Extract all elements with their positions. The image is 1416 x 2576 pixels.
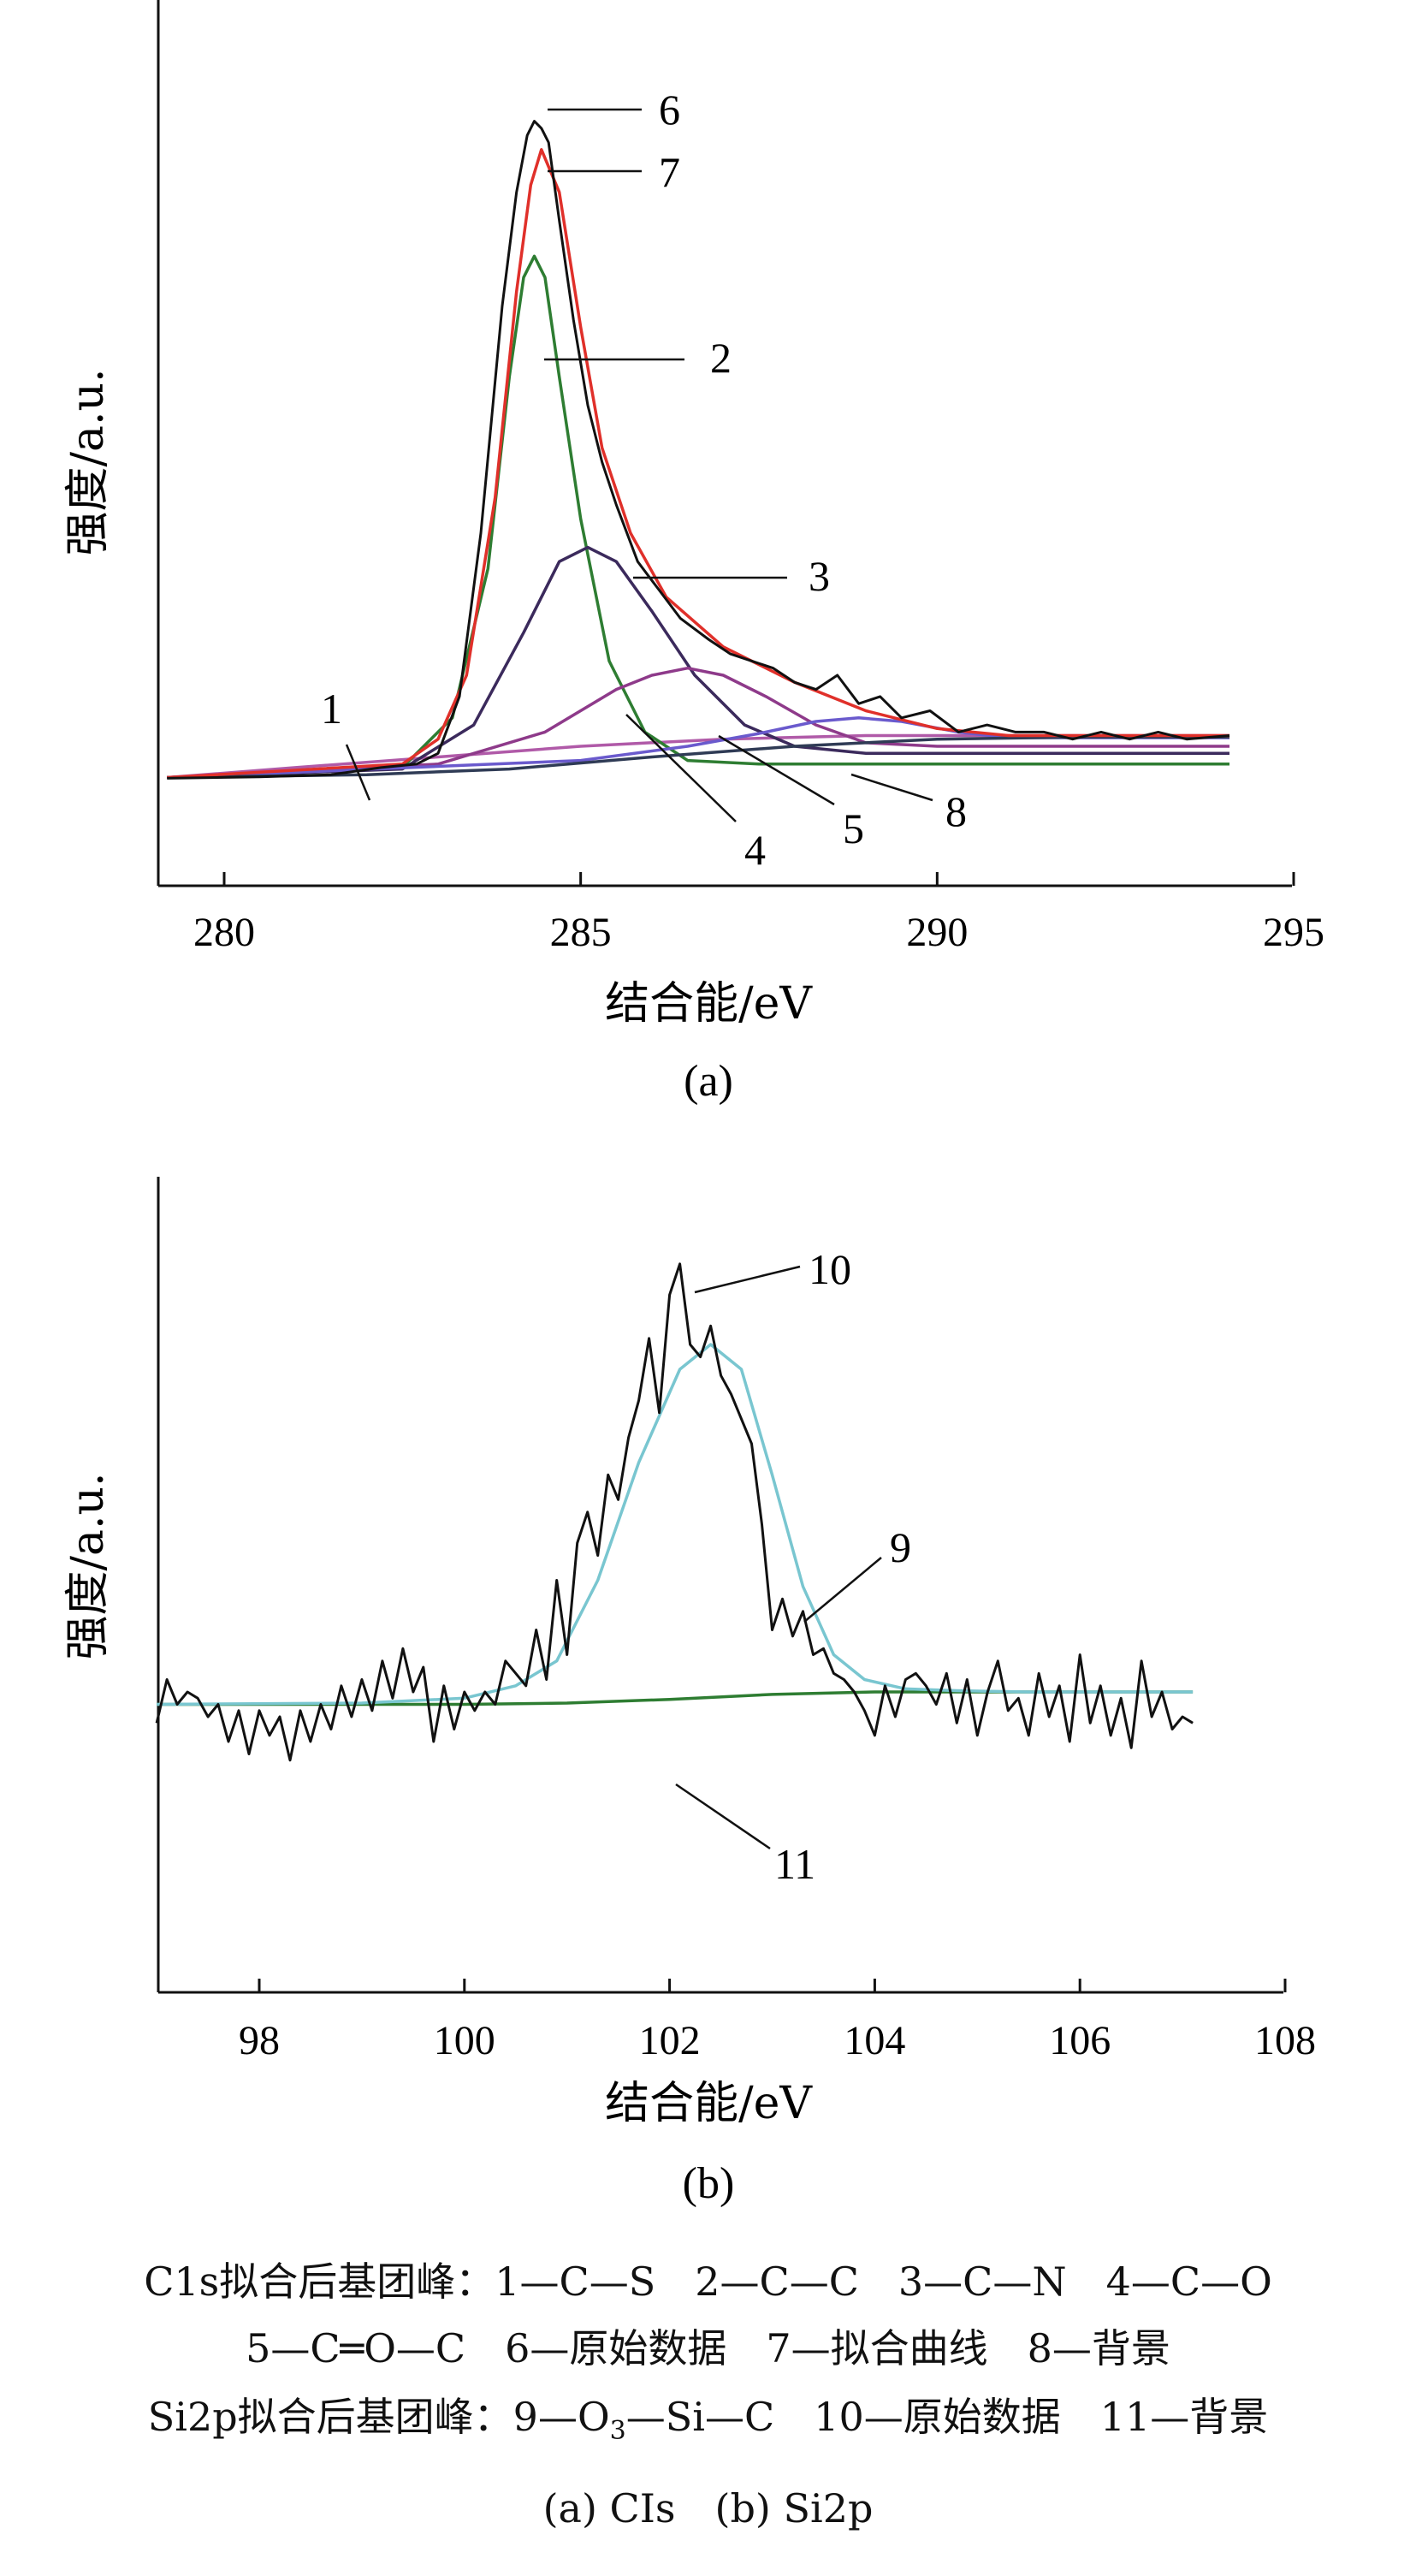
callout-8: 8: [850, 773, 967, 835]
chart-b-tick-label-102: 102: [639, 2018, 701, 2063]
svg-text:1: 1: [321, 685, 342, 733]
legend-line-3-subscript: 3: [609, 2416, 626, 2447]
callout-5: 5: [718, 734, 864, 852]
legend-line-3-pre: Si2p拟合后基团峰：9—O: [147, 2394, 610, 2440]
chart-a-panel-label: (a): [684, 1057, 733, 1106]
chart-b-tick-label-100: 100: [434, 2018, 495, 2063]
chart-a-series-7: [167, 148, 1229, 780]
chart-a-series-6: [167, 120, 1230, 780]
chart-b-series-9: [157, 1343, 1194, 1706]
callout-2: 2: [544, 334, 732, 382]
chart-b-panel-label: (b): [683, 2159, 735, 2208]
chart-a-x-label: 结合能/eV: [605, 978, 813, 1030]
chart-b: 98 100 102 104 106 108 结合能/eV 强度/a.u. (b) 9 1…: [62, 1177, 1316, 2208]
legend-line-3: Si2p拟合后基团峰：9—O3—Si—C 10—原始数据 11—背景: [0, 2386, 1416, 2446]
chart-a-tick-label-290: 290: [906, 910, 968, 955]
chart-a-tick-label-280: 280: [193, 910, 255, 955]
chart-a-x-ticks: 280 285 290 295: [193, 872, 1324, 955]
chart-a-series-5: [167, 716, 1229, 780]
svg-text:5: 5: [843, 804, 864, 852]
svg-text:4: 4: [744, 826, 766, 874]
chart-b-tick-label-98: 98: [239, 2018, 280, 2063]
callout-11: 11: [675, 1783, 815, 1888]
svg-text:11: 11: [774, 1840, 815, 1888]
chart-b-tick-label-106: 106: [1049, 2018, 1111, 2063]
svg-text:10: 10: [809, 1245, 851, 1293]
chart-a-tick-label-285: 285: [550, 910, 612, 955]
chart-b-tick-label-104: 104: [844, 2018, 905, 2063]
legend-line-3-post: —Si—C 10—原始数据 11—背景: [625, 2394, 1269, 2440]
svg-text:3: 3: [809, 552, 830, 600]
legend-line-2: 5—C═O—C 6—原始数据 7—拟合曲线 8—背景: [246, 2325, 1170, 2371]
svg-text:7: 7: [659, 148, 680, 196]
chart-b-y-label: 强度/a.u.: [62, 1472, 114, 1659]
svg-text:2: 2: [710, 334, 732, 382]
chart-a-y-label: 强度/a.u.: [62, 368, 114, 555]
svg-text:8: 8: [945, 787, 967, 835]
callout-1: 1: [321, 685, 371, 801]
svg-text:6: 6: [659, 86, 680, 134]
svg-text:9: 9: [890, 1523, 911, 1571]
callout-6: 6: [548, 86, 680, 134]
chart-b-series-10: [155, 1262, 1194, 1762]
chart-a-series-8: [167, 735, 1229, 780]
callout-4: 4: [625, 714, 766, 874]
chart-b-x-ticks: 98 100 102 104 106 108: [239, 1979, 1316, 2063]
chart-a-series: [167, 120, 1230, 780]
callout-3: 3: [633, 552, 830, 600]
chart-a-tick-label-295: 295: [1263, 910, 1324, 955]
chart-b-tick-label-108: 108: [1254, 2018, 1316, 2063]
chart-b-x-label: 结合能/eV: [605, 2078, 813, 2129]
chart-a: 280 285 290 295 结合能/eV 强度/a.u. (a) 1 2 3 4 …: [62, 0, 1324, 1106]
callout-7: 7: [548, 148, 680, 196]
chart-b-series: [155, 1262, 1194, 1762]
callout-10: 10: [694, 1245, 851, 1294]
callout-9: 9: [803, 1523, 911, 1623]
figure-caption: (a) CIs (b) Si2p: [542, 2485, 874, 2531]
legend-line-1: C1s拟合后基团峰：1—C—S 2—C—C 3—C—N 4—C—O: [144, 2258, 1272, 2305]
